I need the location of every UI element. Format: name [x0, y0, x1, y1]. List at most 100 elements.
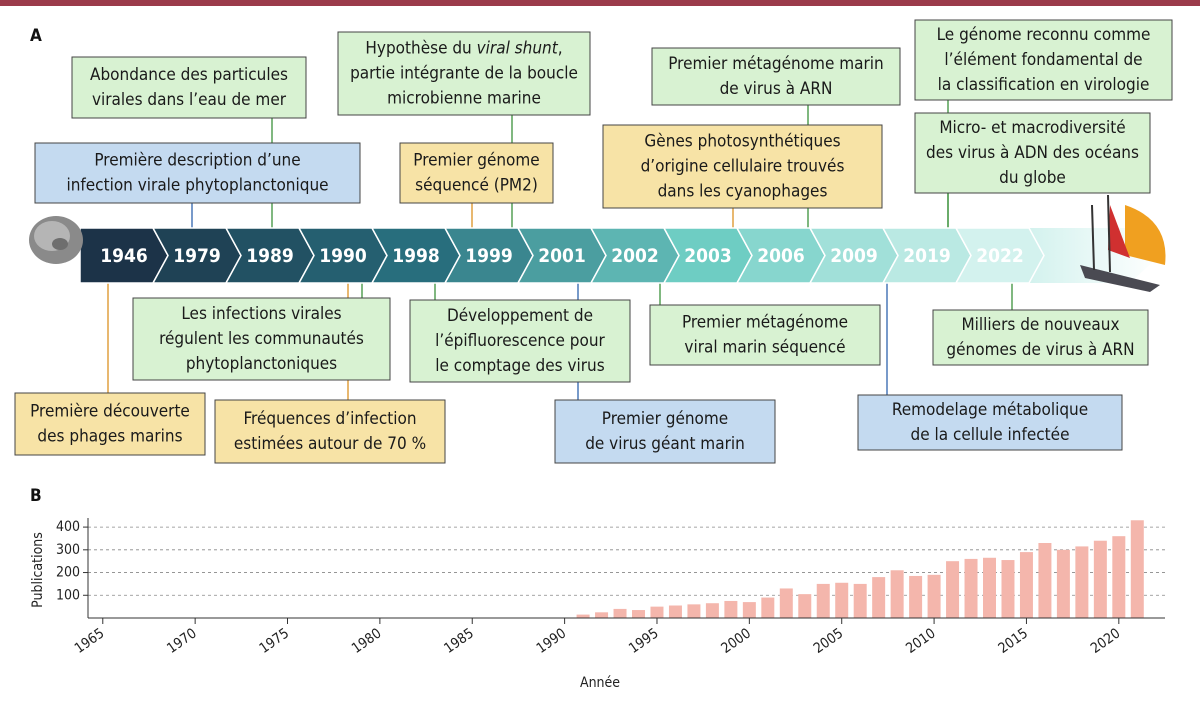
event-text: Les infections virales	[181, 304, 341, 324]
event-text: la classification en virologie	[938, 75, 1150, 95]
bar	[687, 604, 701, 618]
bar	[650, 606, 664, 618]
event-box	[914, 19, 1173, 101]
event-box	[857, 394, 1123, 451]
bar	[835, 582, 849, 618]
bar	[742, 602, 756, 618]
event-text: Micro- et macrodiversité	[939, 118, 1125, 138]
bar	[909, 575, 923, 618]
event-text: Premier génome	[602, 409, 728, 429]
event-box	[34, 142, 361, 204]
year-label: 2001	[538, 245, 586, 267]
bar	[983, 557, 997, 618]
x-tick-label: 2005	[811, 625, 846, 656]
event-text: estimées autour de 70 %	[234, 434, 426, 454]
y-tick-label: 400	[56, 519, 80, 535]
y-tick-label: 300	[56, 542, 80, 558]
year-label: 2022	[976, 245, 1024, 267]
publications-chart: 100 200 300 400 1965 1970 1975 1980 1985 1990 1995…	[30, 518, 1165, 691]
year-label: 1999	[465, 245, 513, 267]
bar	[779, 588, 793, 618]
x-tick-label: 2010	[903, 625, 938, 656]
year-label: 2003	[684, 245, 732, 267]
x-tick-label: 1970	[164, 625, 199, 656]
bar	[890, 570, 904, 618]
event-text: Remodelage métabolique	[892, 400, 1088, 420]
bar	[927, 574, 941, 618]
bar	[1056, 549, 1070, 618]
event-text: de virus à ARN	[720, 79, 833, 99]
x-tick-label: 2020	[1088, 625, 1123, 656]
event-text: Première description d’une	[94, 151, 300, 171]
event-text: Premier génome	[413, 151, 539, 171]
event-text: infection virale phytoplanctonique	[66, 176, 328, 196]
event-text: phytoplanctoniques	[186, 354, 337, 374]
event-box	[409, 299, 631, 383]
bar	[668, 605, 682, 618]
bar	[724, 600, 738, 618]
year-label: 1990	[319, 245, 367, 267]
event-text: d’origine cellulaire trouvés	[641, 157, 845, 177]
event-text: Le génome reconnu comme	[937, 25, 1151, 45]
bar	[595, 612, 609, 618]
event-text: Première découverte	[30, 402, 190, 422]
x-axis-label: Année	[580, 675, 620, 691]
event-text: des phages marins	[37, 427, 182, 447]
x-tick-label: 2000	[719, 625, 754, 656]
event-text: l’épifluorescence pour	[435, 331, 605, 351]
bar	[761, 597, 775, 618]
year-label: 1979	[173, 245, 221, 267]
event-text: Premier métagénome	[682, 313, 848, 333]
event-box	[554, 399, 776, 464]
x-tick-label: 2015	[996, 625, 1031, 656]
bar	[964, 558, 978, 618]
bar	[705, 603, 719, 618]
x-tick-label: 1975	[257, 625, 292, 656]
year-label: 1946	[100, 245, 148, 267]
event-box	[602, 124, 883, 209]
event-text: de virus géant marin	[585, 434, 745, 454]
event-text: de la cellule infectée	[911, 425, 1070, 445]
x-tick-label: 1985	[441, 625, 476, 656]
bar	[853, 583, 867, 618]
y-tick-label: 200	[56, 565, 80, 581]
event-text-run: Hypothèse du	[365, 39, 476, 59]
virus-image	[29, 216, 83, 264]
event-text: viral marin séquencé	[684, 338, 845, 358]
event-text-run: viral shunt	[477, 39, 559, 59]
bar	[1130, 520, 1144, 618]
event-box	[214, 399, 446, 464]
event-text: l’élément fondamental de	[944, 50, 1142, 70]
event-box	[132, 297, 391, 381]
event-box	[914, 112, 1151, 194]
event-text: Fréquences d’infection	[243, 409, 416, 429]
year-label: 1989	[246, 245, 294, 267]
x-tick-label: 1980	[349, 625, 384, 656]
bar	[1075, 546, 1089, 618]
event-text: le comptage des virus	[435, 356, 604, 376]
year-label: 2019	[903, 245, 951, 267]
bar	[632, 610, 646, 618]
x-tick-label: 1995	[626, 625, 661, 656]
event-text: Premier métagénome marin	[668, 54, 883, 74]
event-text: Milliers de nouveaux	[961, 315, 1119, 335]
bar	[946, 561, 960, 618]
year-label: 1998	[392, 245, 440, 267]
event-text: Gènes photosynthétiques	[644, 132, 840, 152]
bar	[576, 614, 590, 618]
event-text: microbienne marine	[387, 89, 541, 109]
bar	[816, 583, 830, 618]
bar	[798, 594, 812, 618]
event-box	[71, 56, 307, 119]
event-text: virales dans l’eau de mer	[92, 90, 287, 110]
timeline-segment	[954, 227, 1045, 284]
event-text: Développement de	[447, 306, 593, 326]
panel-label: A	[30, 26, 42, 46]
event-box	[932, 309, 1149, 366]
event-text: génomes de virus à ARN	[946, 340, 1134, 360]
y-axis-label: Publications	[30, 532, 46, 608]
event-text: séquencé (PM2)	[415, 176, 538, 196]
panel-label: B	[30, 486, 42, 506]
bar	[613, 608, 627, 618]
